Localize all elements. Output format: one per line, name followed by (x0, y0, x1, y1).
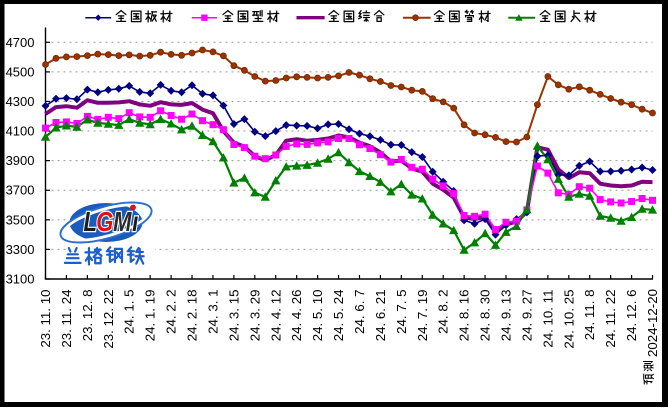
svg-text:4100: 4100 (6, 124, 35, 139)
svg-text:4300: 4300 (6, 94, 35, 109)
svg-text:4500: 4500 (6, 64, 35, 79)
svg-text:24. 2. 2: 24. 2. 2 (164, 290, 179, 334)
svg-text:24. 7. 5: 24. 7. 5 (394, 290, 409, 334)
svg-text:M: M (113, 207, 132, 238)
svg-text:24. 11. 8: 24. 11. 8 (582, 290, 597, 341)
svg-text:24. 5. 24: 24. 5. 24 (331, 290, 346, 342)
svg-text:23. 11. 24: 23. 11. 24 (59, 290, 74, 348)
svg-text:24. 6. 21: 24. 6. 21 (373, 290, 388, 342)
svg-text:3100: 3100 (6, 272, 35, 287)
svg-text:24. 7. 19: 24. 7. 19 (415, 290, 430, 342)
svg-text:24. 6. 7: 24. 6. 7 (352, 290, 367, 334)
svg-text:24. 4. 12: 24. 4. 12 (268, 290, 283, 342)
svg-text:24. 8. 30: 24. 8. 30 (478, 290, 493, 342)
svg-text:24. 3. 15: 24. 3. 15 (226, 290, 241, 342)
svg-text:24. 8. 16: 24. 8. 16 (457, 290, 472, 342)
svg-text:23. 12. 22: 23. 12. 22 (101, 290, 116, 349)
svg-text:23. 11. 10: 23. 11. 10 (38, 290, 53, 348)
svg-text:24. 1. 5: 24. 1. 5 (122, 290, 137, 334)
svg-text:24. 9. 27: 24. 9. 27 (519, 290, 534, 342)
svg-text:2024-12-20: 2024-12-20 (645, 289, 660, 357)
svg-text:G: G (96, 207, 113, 238)
svg-text:24. 10. 11: 24. 10. 11 (540, 290, 555, 348)
svg-text:23. 12. 8: 23. 12. 8 (80, 290, 95, 342)
svg-text:24. 3. 1: 24. 3. 1 (205, 290, 220, 334)
svg-text:24. 2. 18: 24. 2. 18 (185, 290, 200, 342)
svg-text:4700: 4700 (6, 35, 35, 50)
svg-text:ı: ı (132, 207, 138, 238)
svg-text:24. 9. 13: 24. 9. 13 (499, 290, 514, 342)
svg-text:24. 5. 10: 24. 5. 10 (310, 290, 325, 342)
svg-text:3300: 3300 (6, 242, 35, 257)
svg-text:3900: 3900 (6, 153, 35, 168)
svg-text:L: L (84, 207, 97, 238)
svg-text:3500: 3500 (6, 212, 35, 227)
svg-text:24. 8. 2: 24. 8. 2 (436, 290, 451, 334)
svg-text:24. 3. 29: 24. 3. 29 (247, 290, 262, 342)
svg-text:24. 11. 22: 24. 11. 22 (603, 290, 618, 348)
svg-text:24. 12. 6: 24. 12. 6 (624, 290, 639, 342)
svg-text:24. 10. 25: 24. 10. 25 (561, 290, 576, 349)
svg-text:3700: 3700 (6, 183, 35, 198)
svg-text:24. 4. 26: 24. 4. 26 (289, 290, 304, 342)
svg-text:24. 1. 19: 24. 1. 19 (143, 290, 158, 342)
